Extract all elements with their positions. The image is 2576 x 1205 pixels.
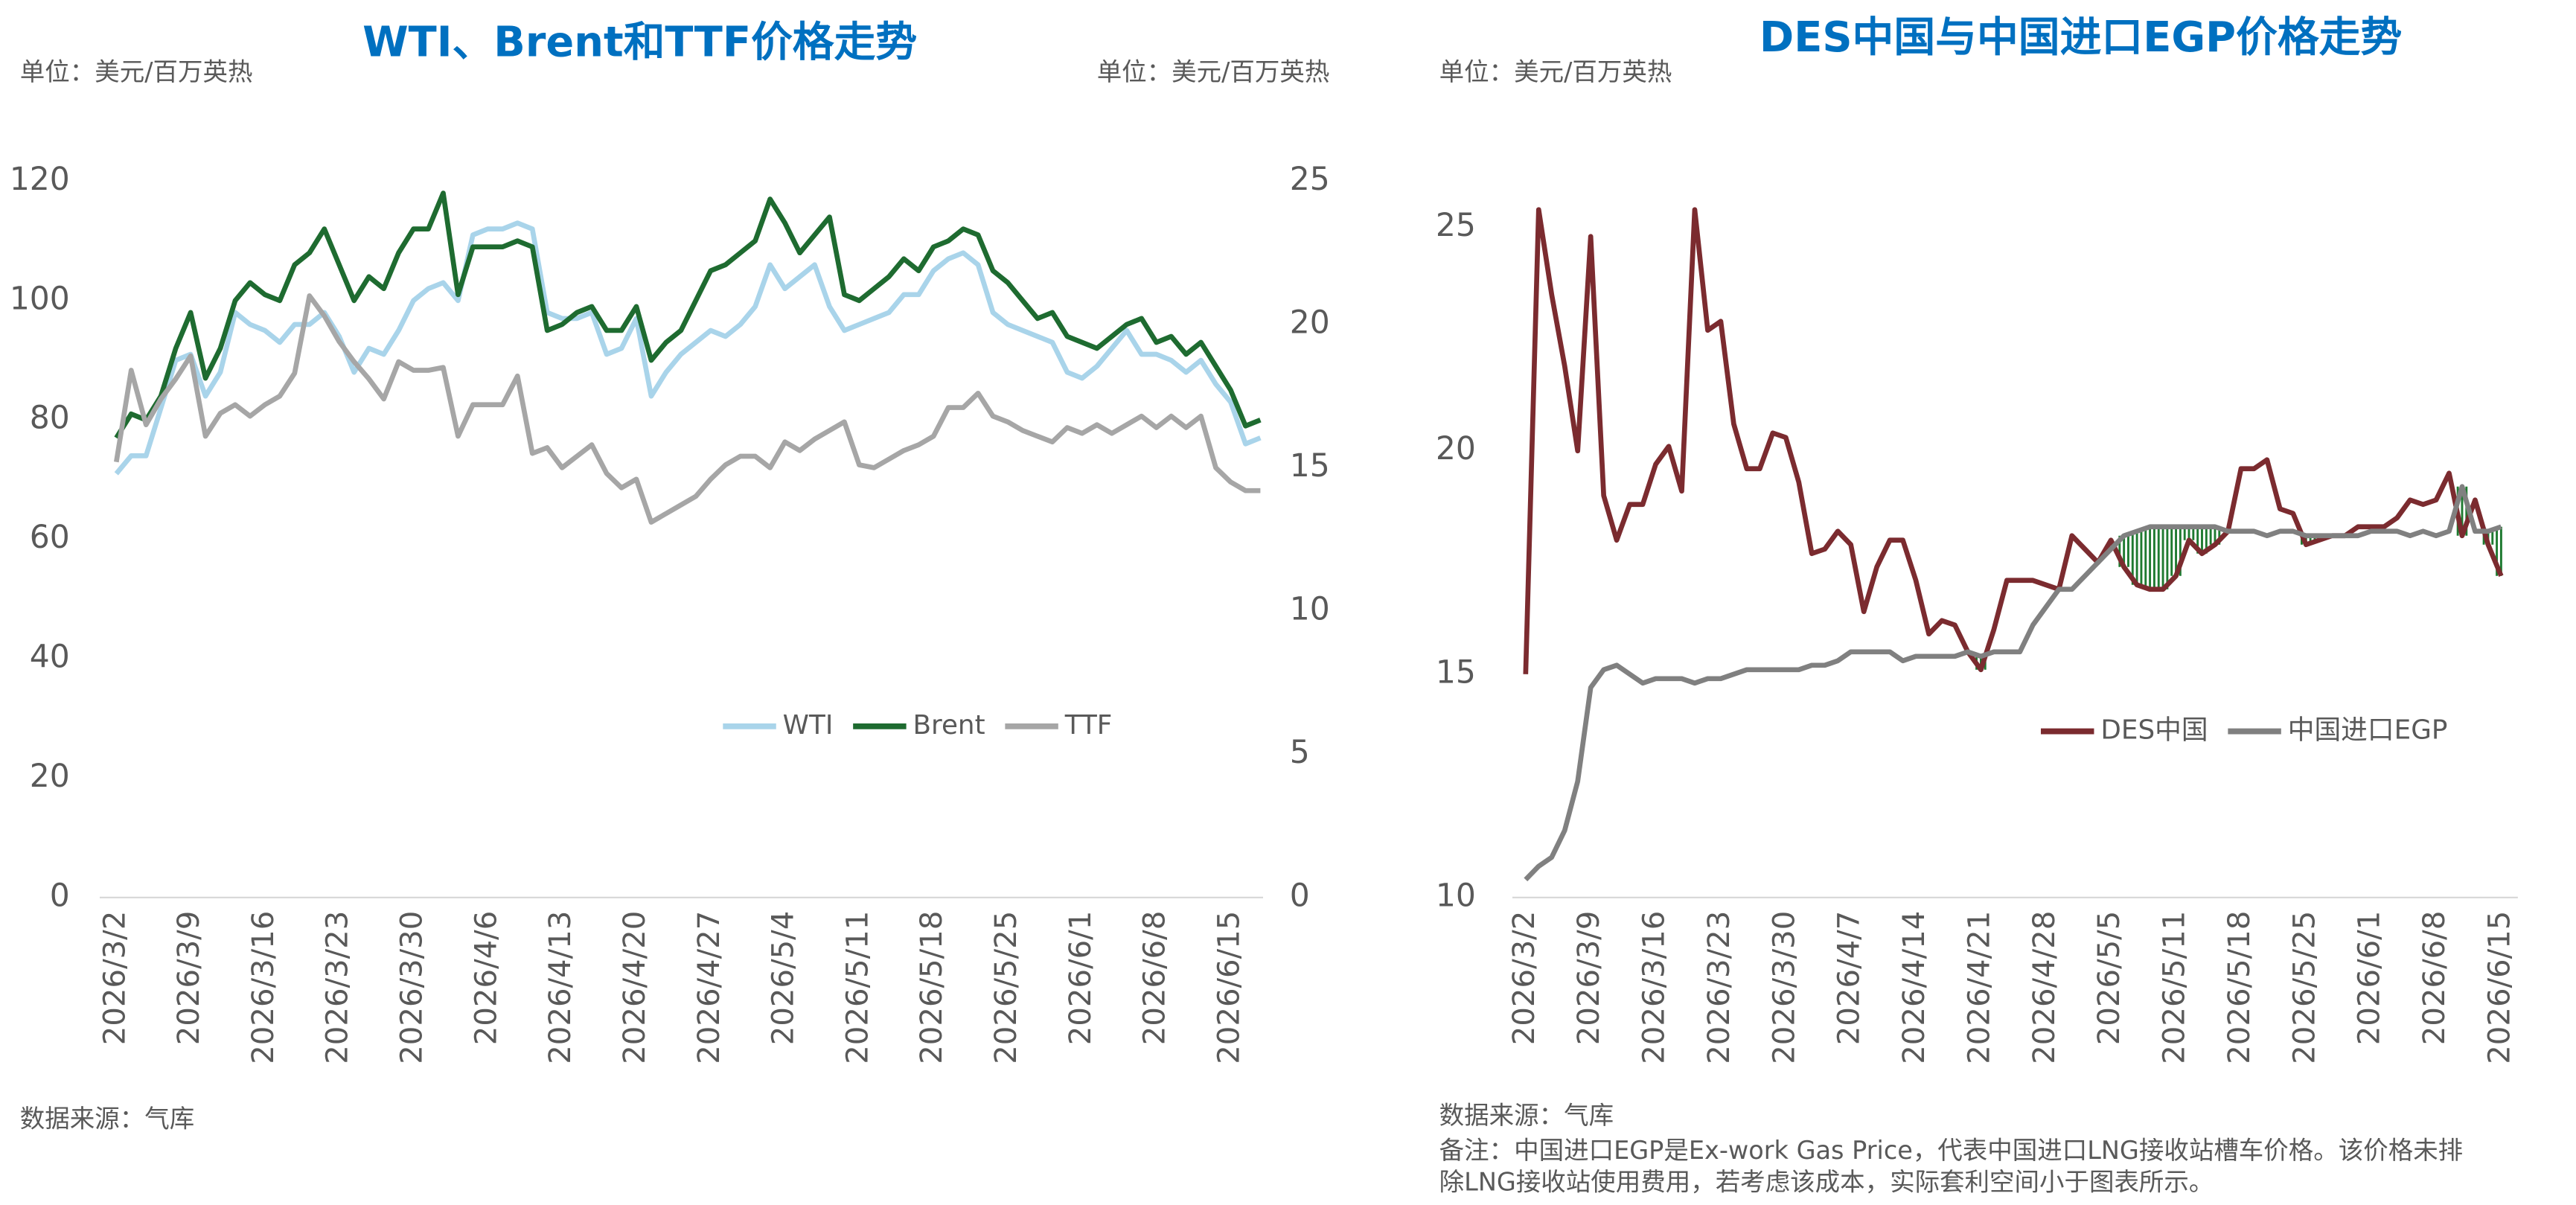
x-tick-label: 2026/5/5 bbox=[2092, 911, 2126, 1046]
x-tick-label: 2026/4/7 bbox=[1832, 911, 1867, 1046]
legend-label: 中国进口EGP bbox=[2288, 715, 2448, 746]
legend-label: Brent bbox=[913, 710, 985, 741]
y-tick-label: 10 bbox=[1436, 878, 1476, 914]
y2-tick-label: 15 bbox=[1290, 448, 1330, 485]
x-tick-label: 2026/3/16 bbox=[246, 911, 281, 1064]
x-tick-label: 2026/5/4 bbox=[767, 911, 801, 1046]
x-tick-label: 2026/4/27 bbox=[692, 911, 726, 1064]
x-tick-label: 2026/3/30 bbox=[1767, 911, 1801, 1064]
y-tick-label: 20 bbox=[30, 758, 70, 795]
x-tick-label: 2026/3/23 bbox=[1702, 911, 1736, 1064]
series-line bbox=[113, 293, 1261, 525]
legend-label: DES中国 bbox=[2100, 715, 2208, 746]
series-line bbox=[114, 220, 1262, 476]
y-tick-label: 40 bbox=[30, 639, 70, 676]
y-tick-label: 100 bbox=[10, 281, 70, 317]
x-tick-label: 2026/6/15 bbox=[2482, 911, 2516, 1064]
chart-title: WTI、Brent和TTF价格走势 bbox=[362, 18, 917, 66]
y-tick-label: 80 bbox=[30, 400, 70, 437]
x-tick-label: 2026/4/20 bbox=[618, 911, 652, 1064]
x-tick-label: 2026/3/2 bbox=[1507, 911, 1541, 1046]
y-tick-label: 0 bbox=[50, 878, 70, 914]
y-tick-label: 60 bbox=[30, 520, 70, 556]
legend-label: TTF bbox=[1064, 710, 1113, 741]
x-tick-label: 2026/3/2 bbox=[98, 911, 132, 1046]
x-tick-label: 2026/6/8 bbox=[1138, 911, 1172, 1046]
source: 数据来源：气库 bbox=[20, 1105, 194, 1134]
x-tick-label: 2026/4/21 bbox=[1962, 911, 1996, 1064]
y-tick-label: 120 bbox=[10, 162, 70, 198]
x-tick-label: 2026/5/18 bbox=[915, 911, 949, 1064]
x-tick-label: 2026/3/9 bbox=[172, 911, 206, 1046]
legend-label: WTI bbox=[783, 710, 834, 741]
series-line bbox=[1523, 207, 2504, 674]
unit-label: 单位：美元/百万英热 bbox=[1097, 57, 1330, 86]
y2-tick-label: 10 bbox=[1290, 591, 1330, 627]
x-tick-label: 2026/3/30 bbox=[395, 911, 429, 1064]
x-tick-label: 2026/6/15 bbox=[1212, 911, 1246, 1064]
x-tick-label: 2026/5/11 bbox=[840, 911, 875, 1064]
y2-tick-label: 25 bbox=[1290, 162, 1330, 198]
y2-tick-label: 20 bbox=[1290, 304, 1330, 341]
x-tick-label: 2026/4/13 bbox=[543, 911, 578, 1064]
x-tick-label: 2026/5/25 bbox=[2287, 911, 2321, 1064]
series-line bbox=[1524, 484, 2502, 882]
y-tick-label: 20 bbox=[1436, 431, 1476, 467]
y2-tick-label: 0 bbox=[1290, 878, 1310, 914]
x-tick-label: 2026/5/11 bbox=[2158, 911, 2192, 1064]
x-tick-label: 2026/3/23 bbox=[321, 911, 355, 1064]
x-tick-label: 2026/6/1 bbox=[2353, 911, 2387, 1046]
y2-tick-label: 5 bbox=[1290, 735, 1310, 771]
x-tick-label: 2026/4/6 bbox=[469, 911, 503, 1046]
note: 备注：中国进口EGP是Ex-work Gas Price，代表中国进口LNG接收… bbox=[1439, 1136, 2463, 1165]
x-tick-label: 2026/6/8 bbox=[2417, 911, 2452, 1046]
unit-label: 单位：美元/百万英热 bbox=[1439, 57, 1672, 86]
x-tick-label: 2026/6/1 bbox=[1064, 911, 1098, 1046]
chart-title: DES中国与中国进口EGP价格走势 bbox=[1760, 13, 2402, 62]
x-tick-label: 2026/4/28 bbox=[2027, 911, 2062, 1064]
x-tick-label: 2026/5/25 bbox=[989, 911, 1023, 1064]
series-line bbox=[114, 191, 1262, 440]
source: 数据来源：气库 bbox=[1439, 1101, 1614, 1130]
x-tick-label: 2026/5/18 bbox=[2222, 911, 2257, 1064]
y-tick-label: 25 bbox=[1436, 208, 1476, 244]
y-tick-label: 15 bbox=[1436, 654, 1476, 691]
x-tick-label: 2026/3/16 bbox=[1637, 911, 1672, 1064]
unit-label: 单位：美元/百万英热 bbox=[20, 57, 253, 86]
x-tick-label: 2026/3/9 bbox=[1572, 911, 1606, 1046]
note: 除LNG接收站使用费用，若考虑该成本，实际套利空间小于图表所示。 bbox=[1439, 1167, 2214, 1196]
x-tick-label: 2026/4/14 bbox=[1897, 911, 1931, 1064]
